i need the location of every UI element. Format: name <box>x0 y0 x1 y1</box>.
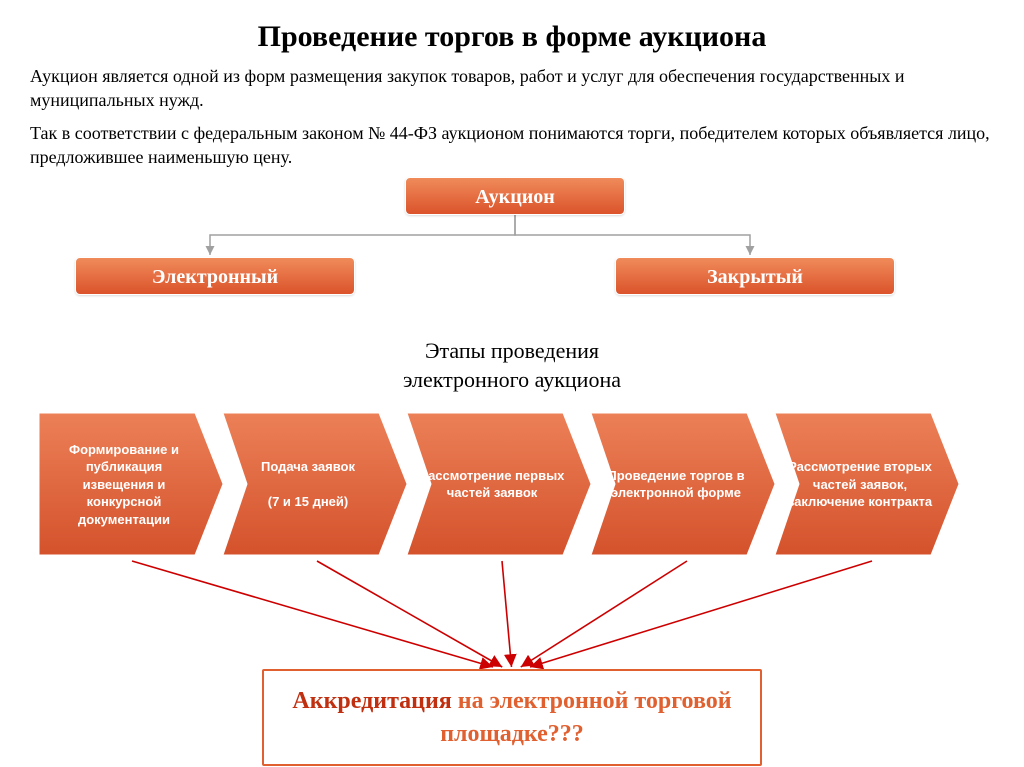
tree-node-electronic: Электронный <box>75 257 355 295</box>
stage-chevron-label-5: Рассмотрение вторых частей заявок, заклю… <box>786 419 934 549</box>
tree-node-closed: Закрытый <box>615 257 895 295</box>
accred-text-na: на <box>458 688 484 714</box>
stage-chevron-label-4: Проведение торгов в электронной форме <box>602 419 750 549</box>
intro-paragraph-2: Так в соответствии с федеральным законом… <box>30 121 994 170</box>
stages-heading-line2: электронного аукциона <box>403 367 621 392</box>
converge-arrow-2 <box>317 561 502 667</box>
page-title: Проведение торгов в форме аукциона <box>30 20 994 54</box>
stage-chevron-label-3: Рассмотрение первых частей заявок <box>418 419 566 549</box>
tree-node-root: Аукцион <box>405 177 625 215</box>
stage-chevron-5: Рассмотрение вторых частей заявок, заклю… <box>771 409 963 559</box>
converge-arrow-1 <box>132 561 493 667</box>
converge-arrow-4 <box>521 561 687 667</box>
auction-type-tree: Аукцион Электронный Закрытый <box>30 177 994 332</box>
converge-arrow-5 <box>530 561 872 667</box>
stage-chevron-3: Рассмотрение первых частей заявок <box>403 409 595 559</box>
stage-chevron-label-1: Формирование и публикация извещения и ко… <box>50 419 198 549</box>
converge-arrow-3 <box>502 561 512 667</box>
stage-chevron-4: Проведение торгов в электронной форме <box>587 409 779 559</box>
accred-text-rest: электронной торговой площадке??? <box>440 688 731 746</box>
stages-chevron-row: Формирование и публикация извещения и ко… <box>30 409 994 559</box>
converging-arrows <box>32 559 992 669</box>
stages-heading-line1: Этапы проведения <box>425 338 599 363</box>
stages-heading: Этапы проведения электронного аукциона <box>30 337 994 394</box>
stage-chevron-label-2: Подача заявок(7 и 15 дней) <box>234 419 382 549</box>
accred-text-strong: Аккредитация <box>292 688 451 714</box>
stage-chevron-2: Подача заявок(7 и 15 дней) <box>219 409 411 559</box>
intro-paragraph-1: Аукцион является одной из форм размещени… <box>30 64 994 113</box>
accreditation-box: Аккредитация на электронной торговой пло… <box>262 669 762 766</box>
stage-chevron-1: Формирование и публикация извещения и ко… <box>35 409 227 559</box>
